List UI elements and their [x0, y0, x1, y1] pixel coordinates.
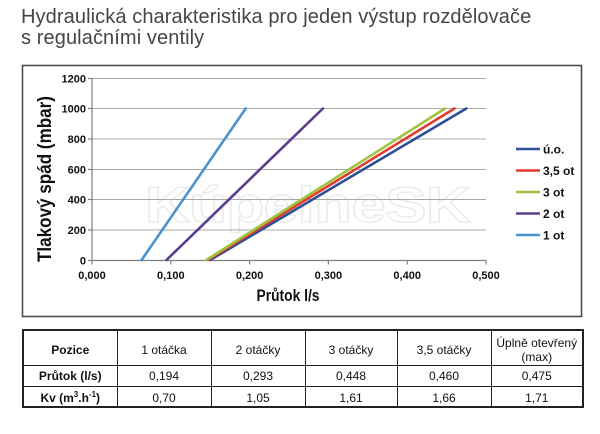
svg-text:2 ot: 2 ot [543, 207, 564, 221]
svg-text:Tlakový spád (mbar): Tlakový spád (mbar) [35, 96, 56, 262]
svg-text:ú.o.: ú.o. [543, 143, 564, 157]
svg-text:0,100: 0,100 [157, 270, 185, 282]
svg-text:1 ot: 1 ot [543, 229, 564, 243]
svg-text:3,5 ot: 3,5 ot [543, 164, 574, 178]
svg-text:600: 600 [68, 165, 86, 177]
svg-text:0,400: 0,400 [393, 270, 421, 282]
svg-text:1200: 1200 [62, 74, 86, 86]
svg-text:200: 200 [68, 225, 86, 237]
svg-text:0,500: 0,500 [472, 270, 500, 282]
svg-text:0,200: 0,200 [236, 270, 264, 282]
svg-text:400: 400 [68, 195, 86, 207]
svg-text:0: 0 [80, 256, 86, 268]
svg-text:0,000: 0,000 [78, 270, 106, 282]
svg-text:1000: 1000 [62, 104, 86, 116]
svg-text:800: 800 [68, 134, 86, 146]
svg-text:0,300: 0,300 [315, 270, 343, 282]
svg-text:Průtok l/s: Průtok l/s [257, 286, 320, 305]
svg-text:3 ot: 3 ot [543, 186, 564, 200]
